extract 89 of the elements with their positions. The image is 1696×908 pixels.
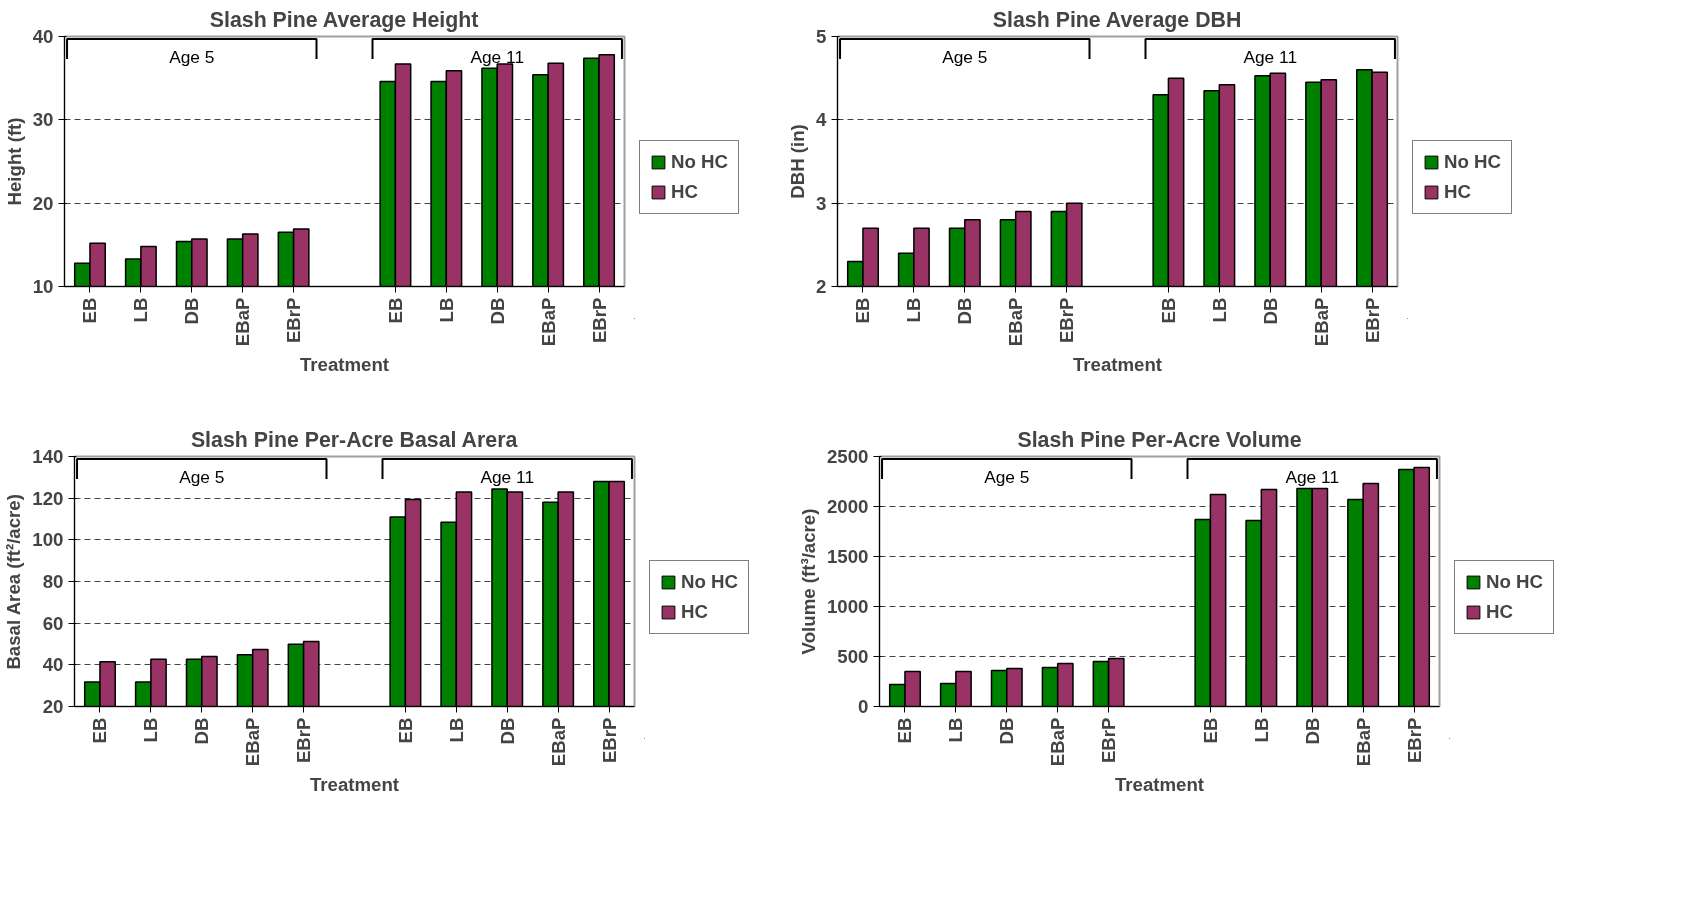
chart-title: Slash Pine Average Height <box>209 7 479 32</box>
x-tick-label: EB <box>1199 717 1221 744</box>
x-tick-label: EBaP <box>232 297 254 347</box>
x-tick-label: EBaP <box>1005 297 1027 347</box>
x-tick-label: LB <box>1208 297 1230 323</box>
y-tick-label: 80 <box>42 571 64 592</box>
y-tick-label: 2 <box>816 276 827 297</box>
annotation: Age 11 <box>470 46 525 67</box>
legend-label: HC <box>1444 181 1471 203</box>
y-tick-label: 1500 <box>827 546 869 567</box>
x-tick-label: EBrP <box>588 297 610 344</box>
annotation: Age 5 <box>179 466 225 487</box>
chart-title: Slash Pine Average DBH <box>992 7 1242 32</box>
x-tick-label: EBrP <box>1056 297 1078 344</box>
y-tick-label: 120 <box>32 487 64 509</box>
x-tick-label: DB <box>191 717 213 745</box>
y-tick-label: 20 <box>32 192 54 214</box>
legend-label: HC <box>671 181 698 203</box>
x-tick-label: EBrP <box>1361 297 1383 344</box>
y-tick-label: 500 <box>837 646 869 667</box>
x-tick-label: EBrP <box>598 717 620 764</box>
x-axis-title: Treatment <box>1114 774 1205 796</box>
x-tick-label: DB <box>496 717 518 745</box>
x-tick-label: LB <box>435 297 457 323</box>
x-tick-label: EBrP <box>1403 717 1425 764</box>
y-tick-label: 0 <box>858 696 869 717</box>
legend-label: HC <box>1486 601 1513 623</box>
y-tick-label: 100 <box>32 529 64 551</box>
legend-label: No HC <box>1486 571 1543 593</box>
legend-label: No HC <box>1444 151 1501 173</box>
legend-label: HC <box>681 601 708 623</box>
x-tick-label: DB <box>1259 297 1281 325</box>
x-tick-label: LB <box>445 717 467 743</box>
y-tick-label: 4 <box>816 109 828 131</box>
annotation: Age 5 <box>942 46 988 67</box>
x-tick-label: EB <box>384 297 406 324</box>
x-tick-label: DB <box>996 717 1018 745</box>
x-tick-label: LB <box>903 297 925 323</box>
x-tick-label: EBrP <box>1098 717 1120 764</box>
y-axis-title: Height (ft) <box>3 117 25 206</box>
y-tick-label: 40 <box>32 26 54 47</box>
y-axis-title: Basal Area (ft²/acre) <box>3 494 25 670</box>
chart-title: Slash Pine Per-Acre Volume <box>1017 427 1302 452</box>
annotation: Age 11 <box>480 466 535 487</box>
y-tick-label: 30 <box>32 109 54 131</box>
x-axis-title: Treatment <box>299 354 390 376</box>
x-tick-label: EBaP <box>1352 717 1374 767</box>
x-tick-label: EBaP <box>242 717 264 767</box>
legend-label: No HC <box>671 151 728 173</box>
x-axis-title: Treatment <box>309 774 400 796</box>
x-tick-label: LB <box>130 297 152 323</box>
y-tick-label: 20 <box>42 696 64 717</box>
x-tick-label: DB <box>181 297 203 325</box>
y-tick-label: 2500 <box>827 446 869 467</box>
annotation: Age 11 <box>1243 46 1298 67</box>
y-axis-title: Volume (ft³/acre) <box>798 508 819 655</box>
x-tick-label: EBaP <box>537 297 559 347</box>
x-tick-label: EBaP <box>547 717 569 767</box>
x-tick-label: EB <box>89 717 111 744</box>
y-tick-label: 2000 <box>827 496 869 517</box>
y-tick-label: 10 <box>32 276 54 297</box>
y-tick-label: 1000 <box>827 596 869 617</box>
x-tick-label: EB <box>894 717 916 744</box>
legend-label: No HC <box>681 571 738 593</box>
x-tick-label: EB <box>852 297 874 324</box>
y-tick-label: 140 <box>32 446 64 467</box>
x-tick-label: LB <box>140 717 162 743</box>
x-tick-label: DB <box>486 297 508 325</box>
x-tick-label: LB <box>945 717 967 743</box>
y-tick-label: 5 <box>816 26 827 47</box>
y-tick-label: 60 <box>42 612 64 634</box>
x-tick-label: LB <box>1250 717 1272 743</box>
y-tick-label: 3 <box>816 192 827 214</box>
x-tick-label: EB <box>1157 297 1179 324</box>
x-axis-title: Treatment <box>1072 354 1163 376</box>
y-tick-label: 40 <box>42 654 64 676</box>
chart-title: Slash Pine Per-Acre Basal Arera <box>190 427 518 452</box>
x-tick-label: EB <box>79 297 101 324</box>
y-axis-title: DBH (in) <box>787 124 809 199</box>
x-tick-label: EBaP <box>1310 297 1332 347</box>
x-tick-label: EBaP <box>1047 717 1069 767</box>
annotation: Age 11 <box>1285 466 1340 487</box>
annotation: Age 5 <box>984 466 1030 487</box>
x-tick-label: EB <box>394 717 416 744</box>
annotation: Age 5 <box>169 46 215 67</box>
x-tick-label: EBrP <box>283 297 305 344</box>
x-tick-label: DB <box>954 297 976 325</box>
x-tick-label: EBrP <box>293 717 315 764</box>
x-tick-label: DB <box>1301 717 1323 745</box>
